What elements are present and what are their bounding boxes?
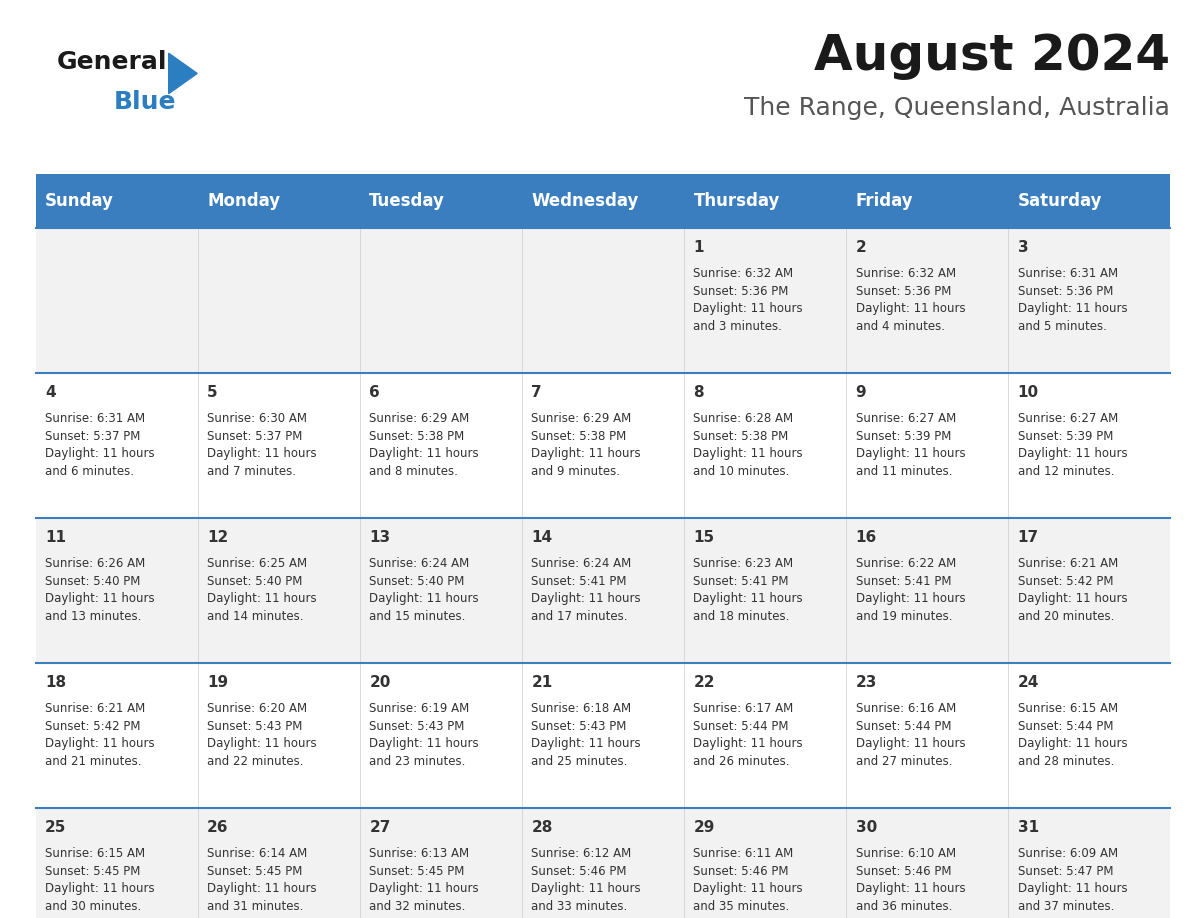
Text: 8: 8 — [694, 385, 704, 399]
Text: Sunrise: 6:22 AM
Sunset: 5:41 PM
Daylight: 11 hours
and 19 minutes.: Sunrise: 6:22 AM Sunset: 5:41 PM Dayligh… — [855, 557, 965, 622]
Text: 12: 12 — [207, 530, 228, 544]
Text: Sunrise: 6:29 AM
Sunset: 5:38 PM
Daylight: 11 hours
and 9 minutes.: Sunrise: 6:29 AM Sunset: 5:38 PM Dayligh… — [531, 412, 642, 477]
Text: Thursday: Thursday — [694, 192, 779, 210]
Text: 11: 11 — [45, 530, 67, 544]
Text: 30: 30 — [855, 820, 877, 834]
Text: Blue: Blue — [114, 90, 177, 114]
Text: Sunrise: 6:26 AM
Sunset: 5:40 PM
Daylight: 11 hours
and 13 minutes.: Sunrise: 6:26 AM Sunset: 5:40 PM Dayligh… — [45, 557, 154, 622]
Text: Sunrise: 6:21 AM
Sunset: 5:42 PM
Daylight: 11 hours
and 20 minutes.: Sunrise: 6:21 AM Sunset: 5:42 PM Dayligh… — [1018, 557, 1127, 622]
Text: 31: 31 — [1018, 820, 1038, 834]
Text: 13: 13 — [369, 530, 391, 544]
Text: Sunrise: 6:09 AM
Sunset: 5:47 PM
Daylight: 11 hours
and 37 minutes.: Sunrise: 6:09 AM Sunset: 5:47 PM Dayligh… — [1018, 847, 1127, 912]
Text: 1: 1 — [694, 240, 704, 254]
Text: 3: 3 — [1018, 240, 1029, 254]
Text: 29: 29 — [694, 820, 715, 834]
Text: Sunrise: 6:16 AM
Sunset: 5:44 PM
Daylight: 11 hours
and 27 minutes.: Sunrise: 6:16 AM Sunset: 5:44 PM Dayligh… — [855, 702, 965, 767]
Text: 17: 17 — [1018, 530, 1038, 544]
Text: Sunrise: 6:13 AM
Sunset: 5:45 PM
Daylight: 11 hours
and 32 minutes.: Sunrise: 6:13 AM Sunset: 5:45 PM Dayligh… — [369, 847, 479, 912]
Text: Sunrise: 6:28 AM
Sunset: 5:38 PM
Daylight: 11 hours
and 10 minutes.: Sunrise: 6:28 AM Sunset: 5:38 PM Dayligh… — [694, 412, 803, 477]
Text: Sunrise: 6:31 AM
Sunset: 5:37 PM
Daylight: 11 hours
and 6 minutes.: Sunrise: 6:31 AM Sunset: 5:37 PM Dayligh… — [45, 412, 154, 477]
Text: Sunrise: 6:18 AM
Sunset: 5:43 PM
Daylight: 11 hours
and 25 minutes.: Sunrise: 6:18 AM Sunset: 5:43 PM Dayligh… — [531, 702, 642, 767]
Text: 5: 5 — [207, 385, 217, 399]
Text: Wednesday: Wednesday — [531, 192, 639, 210]
Text: Sunrise: 6:32 AM
Sunset: 5:36 PM
Daylight: 11 hours
and 4 minutes.: Sunrise: 6:32 AM Sunset: 5:36 PM Dayligh… — [855, 267, 965, 332]
Text: Tuesday: Tuesday — [369, 192, 446, 210]
Text: 20: 20 — [369, 675, 391, 689]
Text: 21: 21 — [531, 675, 552, 689]
Text: Monday: Monday — [207, 192, 280, 210]
Text: 4: 4 — [45, 385, 56, 399]
Text: Sunrise: 6:10 AM
Sunset: 5:46 PM
Daylight: 11 hours
and 36 minutes.: Sunrise: 6:10 AM Sunset: 5:46 PM Dayligh… — [855, 847, 965, 912]
Text: 18: 18 — [45, 675, 67, 689]
Text: 15: 15 — [694, 530, 714, 544]
Text: Sunrise: 6:17 AM
Sunset: 5:44 PM
Daylight: 11 hours
and 26 minutes.: Sunrise: 6:17 AM Sunset: 5:44 PM Dayligh… — [694, 702, 803, 767]
Text: Sunrise: 6:31 AM
Sunset: 5:36 PM
Daylight: 11 hours
and 5 minutes.: Sunrise: 6:31 AM Sunset: 5:36 PM Dayligh… — [1018, 267, 1127, 332]
Text: 27: 27 — [369, 820, 391, 834]
Text: 6: 6 — [369, 385, 380, 399]
Text: General: General — [57, 50, 168, 74]
Text: 25: 25 — [45, 820, 67, 834]
Text: Sunrise: 6:21 AM
Sunset: 5:42 PM
Daylight: 11 hours
and 21 minutes.: Sunrise: 6:21 AM Sunset: 5:42 PM Dayligh… — [45, 702, 154, 767]
Text: Sunrise: 6:12 AM
Sunset: 5:46 PM
Daylight: 11 hours
and 33 minutes.: Sunrise: 6:12 AM Sunset: 5:46 PM Dayligh… — [531, 847, 642, 912]
Text: Sunrise: 6:11 AM
Sunset: 5:46 PM
Daylight: 11 hours
and 35 minutes.: Sunrise: 6:11 AM Sunset: 5:46 PM Dayligh… — [694, 847, 803, 912]
Text: Sunrise: 6:30 AM
Sunset: 5:37 PM
Daylight: 11 hours
and 7 minutes.: Sunrise: 6:30 AM Sunset: 5:37 PM Dayligh… — [207, 412, 317, 477]
Text: 7: 7 — [531, 385, 542, 399]
Text: 23: 23 — [855, 675, 877, 689]
Text: Sunrise: 6:19 AM
Sunset: 5:43 PM
Daylight: 11 hours
and 23 minutes.: Sunrise: 6:19 AM Sunset: 5:43 PM Dayligh… — [369, 702, 479, 767]
Text: Saturday: Saturday — [1018, 192, 1102, 210]
Text: Sunrise: 6:15 AM
Sunset: 5:45 PM
Daylight: 11 hours
and 30 minutes.: Sunrise: 6:15 AM Sunset: 5:45 PM Dayligh… — [45, 847, 154, 912]
Text: 19: 19 — [207, 675, 228, 689]
Text: Sunday: Sunday — [45, 192, 114, 210]
Text: Sunrise: 6:14 AM
Sunset: 5:45 PM
Daylight: 11 hours
and 31 minutes.: Sunrise: 6:14 AM Sunset: 5:45 PM Dayligh… — [207, 847, 317, 912]
Text: 28: 28 — [531, 820, 552, 834]
Text: Sunrise: 6:25 AM
Sunset: 5:40 PM
Daylight: 11 hours
and 14 minutes.: Sunrise: 6:25 AM Sunset: 5:40 PM Dayligh… — [207, 557, 317, 622]
Text: Sunrise: 6:15 AM
Sunset: 5:44 PM
Daylight: 11 hours
and 28 minutes.: Sunrise: 6:15 AM Sunset: 5:44 PM Dayligh… — [1018, 702, 1127, 767]
Text: Sunrise: 6:27 AM
Sunset: 5:39 PM
Daylight: 11 hours
and 12 minutes.: Sunrise: 6:27 AM Sunset: 5:39 PM Dayligh… — [1018, 412, 1127, 477]
Text: 2: 2 — [855, 240, 866, 254]
Text: Sunrise: 6:32 AM
Sunset: 5:36 PM
Daylight: 11 hours
and 3 minutes.: Sunrise: 6:32 AM Sunset: 5:36 PM Dayligh… — [694, 267, 803, 332]
Text: Friday: Friday — [855, 192, 914, 210]
Text: 24: 24 — [1018, 675, 1040, 689]
Text: Sunrise: 6:23 AM
Sunset: 5:41 PM
Daylight: 11 hours
and 18 minutes.: Sunrise: 6:23 AM Sunset: 5:41 PM Dayligh… — [694, 557, 803, 622]
Text: The Range, Queensland, Australia: The Range, Queensland, Australia — [745, 96, 1170, 120]
Text: Sunrise: 6:24 AM
Sunset: 5:40 PM
Daylight: 11 hours
and 15 minutes.: Sunrise: 6:24 AM Sunset: 5:40 PM Dayligh… — [369, 557, 479, 622]
Text: Sunrise: 6:29 AM
Sunset: 5:38 PM
Daylight: 11 hours
and 8 minutes.: Sunrise: 6:29 AM Sunset: 5:38 PM Dayligh… — [369, 412, 479, 477]
Text: 16: 16 — [855, 530, 877, 544]
Text: 9: 9 — [855, 385, 866, 399]
Text: Sunrise: 6:20 AM
Sunset: 5:43 PM
Daylight: 11 hours
and 22 minutes.: Sunrise: 6:20 AM Sunset: 5:43 PM Dayligh… — [207, 702, 317, 767]
Text: Sunrise: 6:24 AM
Sunset: 5:41 PM
Daylight: 11 hours
and 17 minutes.: Sunrise: 6:24 AM Sunset: 5:41 PM Dayligh… — [531, 557, 642, 622]
Text: Sunrise: 6:27 AM
Sunset: 5:39 PM
Daylight: 11 hours
and 11 minutes.: Sunrise: 6:27 AM Sunset: 5:39 PM Dayligh… — [855, 412, 965, 477]
Text: 10: 10 — [1018, 385, 1038, 399]
Text: 26: 26 — [207, 820, 229, 834]
Text: August 2024: August 2024 — [814, 32, 1170, 80]
Text: 14: 14 — [531, 530, 552, 544]
Text: 22: 22 — [694, 675, 715, 689]
